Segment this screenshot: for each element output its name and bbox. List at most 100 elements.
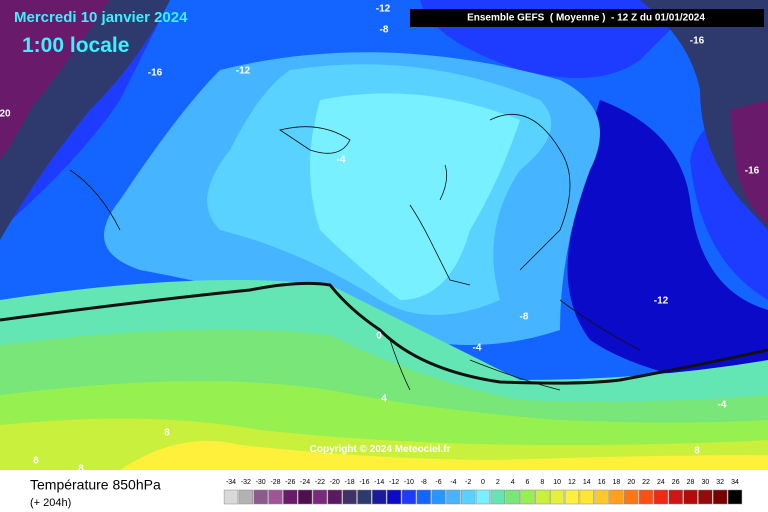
legend-swatch: [431, 489, 446, 505]
legend-tick-label: 26: [672, 479, 680, 486]
legend-swatch: [624, 489, 639, 505]
color-legend: -34 -32 -30 -28 -26 -24 -22 -20 -18 -16 -14 -12 -10-…: [223, 479, 743, 505]
legend-swatch: [297, 489, 313, 505]
legend-swatch: [713, 489, 728, 505]
legend-swatch: [372, 489, 387, 505]
legend-swatch: [238, 489, 253, 505]
legend-swatch: [446, 489, 461, 505]
legend-swatch: [342, 489, 357, 505]
legend-tick-label: -14: [374, 479, 384, 486]
legend-swatch: [683, 489, 698, 505]
contour-label: -4: [718, 400, 727, 411]
legend-tick-label: 10: [553, 479, 561, 486]
contour-label: -4: [337, 155, 346, 166]
contour-label: 4: [381, 394, 387, 405]
legend-tick-label: 34: [731, 479, 739, 486]
copyright: Copyright © 2024 Meteociel.fr: [310, 444, 451, 455]
legend-swatch: [490, 489, 505, 505]
legend-swatch: [520, 489, 535, 505]
legend-tick-label: 22: [642, 479, 650, 486]
legend-tick-label: 28: [687, 479, 695, 486]
contour-label: 0: [376, 331, 382, 342]
legend-tick-label: -10: [404, 479, 414, 486]
legend-swatch: [564, 489, 580, 505]
legend-tick-label: -8: [421, 479, 427, 486]
legend-swatch: [549, 489, 565, 505]
legend-tick-label: 12: [568, 479, 576, 486]
legend-tick-label: -2: [465, 479, 471, 486]
legend-swatch: [653, 489, 669, 505]
legend-tick-label: 30: [701, 479, 709, 486]
contour-label: -12: [236, 66, 251, 77]
contour-label: -8: [380, 25, 389, 36]
legend-tick-label: -18: [345, 479, 355, 486]
legend-swatch: [357, 489, 372, 505]
legend-tick-label: -26: [285, 479, 295, 486]
legend-swatch: [727, 489, 743, 505]
contour-label: -16: [148, 68, 163, 79]
legend-tick-label: -16: [359, 479, 369, 486]
temperature-field: [0, 0, 768, 470]
legend-tick-label: -34: [226, 479, 236, 486]
contour-label: 8: [78, 464, 84, 475]
legend-tick-label: 14: [583, 479, 591, 486]
legend-tick-label: -12: [389, 479, 399, 486]
legend-swatch: [253, 489, 268, 505]
legend-tick-label: -30: [256, 479, 266, 486]
legend-tick-label: 18: [613, 479, 621, 486]
legend-swatch: [668, 489, 683, 505]
legend-tick-label: 20: [627, 479, 635, 486]
date: Mercredi 10 janvier 2024: [14, 9, 188, 26]
legend-swatch: [475, 489, 491, 505]
legend-tick-label: -4: [450, 479, 456, 486]
legend-swatch: [327, 489, 342, 505]
model-info: Ensemble GEFS ( Moyenne ) - 12 Z du 01/0…: [467, 13, 705, 24]
legend-tick-label: -32: [241, 479, 251, 486]
legend-swatch: [461, 489, 476, 505]
legend-swatch: [594, 489, 609, 505]
legend-tick-label: 0: [481, 479, 485, 486]
legend-swatch: [535, 489, 550, 505]
legend-swatch: [416, 489, 431, 505]
contour-label: -4: [473, 343, 482, 354]
legend-tick-label: -28: [270, 479, 280, 486]
local-time: 1:00 locale: [22, 34, 129, 57]
contour-label: -12: [376, 4, 391, 15]
legend-tick-label: 4: [511, 479, 515, 486]
legend-tick-label: -24: [300, 479, 310, 486]
field-title: Température 850hPa: [30, 477, 161, 493]
contour-label: -16: [690, 36, 705, 47]
legend-swatch: [283, 489, 298, 505]
contour-label: -16: [745, 166, 760, 177]
legend-swatch: [609, 489, 624, 505]
legend-tick-label: 2: [496, 479, 500, 486]
legend-swatch: [638, 489, 654, 505]
legend-swatch: [312, 489, 328, 505]
legend-swatch: [579, 489, 594, 505]
legend-tick-label: 16: [598, 479, 606, 486]
contour-label: -12: [654, 296, 669, 307]
legend-swatch: [505, 489, 520, 505]
legend-tick-label: 32: [716, 479, 724, 486]
legend-tick-label: -22: [315, 479, 325, 486]
coastlines: [69, 113, 641, 391]
legend-swatch: [268, 489, 283, 505]
legend-swatch: [401, 489, 417, 505]
legend-tick-label: 24: [657, 479, 665, 486]
contour-label: 8: [694, 446, 700, 457]
contour-label: 8: [164, 428, 170, 439]
legend-tick-label: 8: [540, 479, 544, 486]
model-box: [410, 9, 764, 27]
legend-tick-label: -20: [330, 479, 340, 486]
legend-swatch: [698, 489, 713, 505]
contour-label: 20: [0, 109, 11, 120]
legend-swatch: [223, 489, 239, 505]
contour-labels: -12 -8 -16 -12 -16 20 -4 -16 -12 -8 0 -4…: [0, 4, 760, 475]
contour-label: 8: [33, 456, 39, 467]
legend-tick-label: 6: [526, 479, 530, 486]
contour-label: -8: [520, 312, 529, 323]
legend-swatch: [386, 489, 402, 505]
legend-tick-label: -6: [435, 479, 441, 486]
